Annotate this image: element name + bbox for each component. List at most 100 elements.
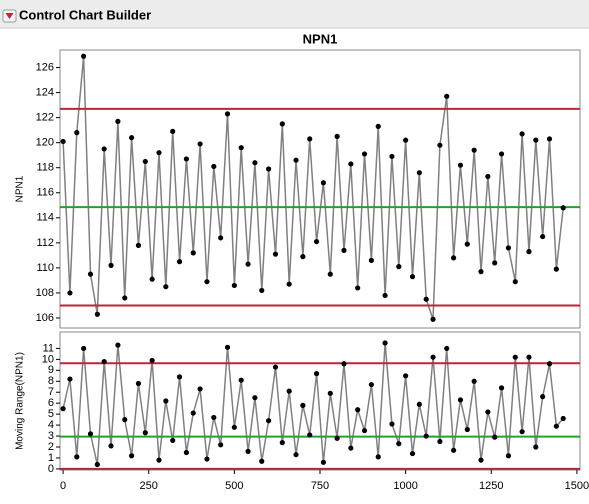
point [498, 151, 505, 157]
y-tick-label: 6 [48, 397, 54, 409]
point [533, 444, 539, 450]
y-axis-label: Moving Range(NPN1) [15, 352, 26, 450]
point [457, 397, 464, 403]
point [478, 269, 484, 275]
point [560, 205, 566, 211]
point [403, 373, 409, 379]
point [176, 259, 183, 265]
y-tick-label: 110 [36, 262, 54, 274]
point [505, 453, 512, 459]
point [81, 345, 87, 352]
point [444, 93, 450, 99]
point [67, 376, 73, 382]
y-tick-label: 2 [48, 441, 54, 453]
y-tick-label: 118 [36, 162, 54, 174]
point [464, 426, 470, 433]
point [238, 145, 244, 151]
point [245, 261, 251, 267]
point [389, 421, 395, 427]
y-tick-label: 4 [48, 419, 54, 431]
point [334, 435, 340, 441]
point [101, 146, 107, 152]
point [457, 162, 464, 168]
point [197, 141, 203, 147]
point [279, 440, 285, 446]
point [252, 395, 258, 401]
point [197, 386, 203, 392]
point [128, 135, 135, 141]
point [94, 311, 100, 317]
header-bar [0, 0, 589, 28]
point [163, 398, 169, 404]
point [423, 433, 429, 439]
y-tick-label: 8 [48, 375, 54, 387]
point [361, 151, 368, 157]
point [115, 118, 121, 124]
point [238, 377, 244, 383]
point [526, 249, 532, 255]
y-tick-label: 106 [36, 312, 54, 324]
x-tick-label: 250 [140, 480, 158, 492]
y-tick-label: 10 [42, 353, 54, 365]
point [156, 457, 162, 463]
point [505, 245, 512, 251]
point [430, 354, 436, 360]
point [553, 266, 559, 272]
point [464, 241, 470, 247]
point [519, 429, 525, 435]
x-tick-label: 1500 [565, 480, 589, 492]
point [546, 361, 553, 367]
point [190, 410, 196, 416]
chart-title: NPN1 [303, 31, 338, 46]
point [81, 53, 87, 59]
point [74, 130, 80, 136]
point [348, 445, 354, 451]
x-tick-label: 500 [225, 480, 243, 492]
y-tick-label: 1 [48, 452, 54, 464]
point [368, 381, 374, 388]
point [142, 430, 148, 436]
point [416, 170, 422, 176]
point [498, 385, 505, 391]
point [348, 161, 354, 167]
point [94, 461, 100, 468]
point [128, 453, 135, 459]
point [409, 450, 416, 457]
series-line [62, 56, 564, 320]
x-tick-label: 1250 [479, 480, 503, 492]
point [450, 255, 457, 261]
point [327, 271, 333, 277]
point [389, 153, 395, 160]
header-title: Control Chart Builder [19, 7, 151, 22]
point [437, 438, 443, 445]
point [423, 296, 429, 302]
point [313, 371, 320, 377]
point [156, 150, 162, 156]
point [231, 282, 237, 289]
point [368, 257, 374, 263]
point [437, 142, 443, 148]
point [293, 157, 299, 163]
point [492, 434, 498, 440]
point [382, 292, 388, 299]
y-tick-label: 0 [48, 463, 54, 475]
menu-triangle[interactable] [5, 13, 14, 19]
point [355, 285, 361, 291]
point [444, 345, 450, 352]
point [224, 344, 231, 350]
point [286, 388, 292, 394]
point [122, 295, 128, 301]
point [279, 121, 285, 127]
point [307, 136, 313, 142]
point [266, 418, 272, 424]
point [341, 361, 347, 367]
point [183, 449, 190, 456]
point [259, 287, 265, 294]
x-tick-label: 1000 [393, 480, 417, 492]
point [176, 374, 183, 380]
point [142, 158, 148, 165]
point [67, 290, 73, 296]
y-tick-label: 120 [36, 137, 54, 149]
point [327, 390, 333, 396]
